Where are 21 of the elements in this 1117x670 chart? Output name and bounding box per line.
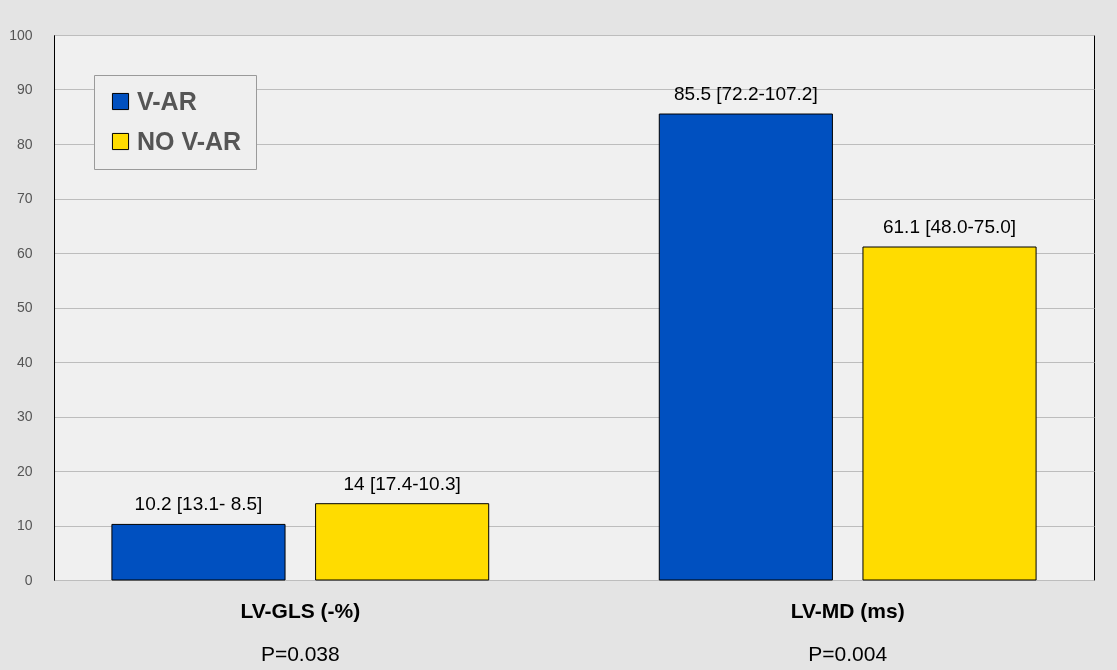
text: P=0.004 [808, 642, 888, 665]
y-tick-label: 10 [16, 517, 33, 533]
data-label: 10.2 [13.1- 8.5] [134, 493, 263, 515]
y-tick-label: 0 [24, 571, 33, 588]
y-tick-label: 20 [16, 462, 33, 479]
y-tick-label: 90 [16, 81, 33, 97]
y-tick-label: 100 [9, 26, 33, 43]
data-label: 61.1 [48.0-75.0] [882, 216, 1017, 238]
y-tick-label: 30 [16, 408, 33, 424]
y-tick-label: 70 [16, 190, 33, 206]
y-tick-label: 50 [16, 299, 33, 315]
legend-label: V-AR [137, 86, 197, 115]
data-label: 85.5 [72.2-107.2] [674, 83, 818, 105]
x-tick-label: LV-GLS (-%) [240, 598, 361, 622]
y-tick-label: 80 [16, 135, 33, 152]
y-tick-label: 40 [16, 353, 33, 370]
x-tick-label: LV-MD (ms) [790, 598, 905, 622]
data-label: 14 [17.4-10.3] [343, 472, 461, 494]
y-tick-label: 60 [16, 244, 33, 261]
text: P=0.038 [260, 642, 340, 665]
legend-label: NO V-AR [137, 126, 242, 155]
